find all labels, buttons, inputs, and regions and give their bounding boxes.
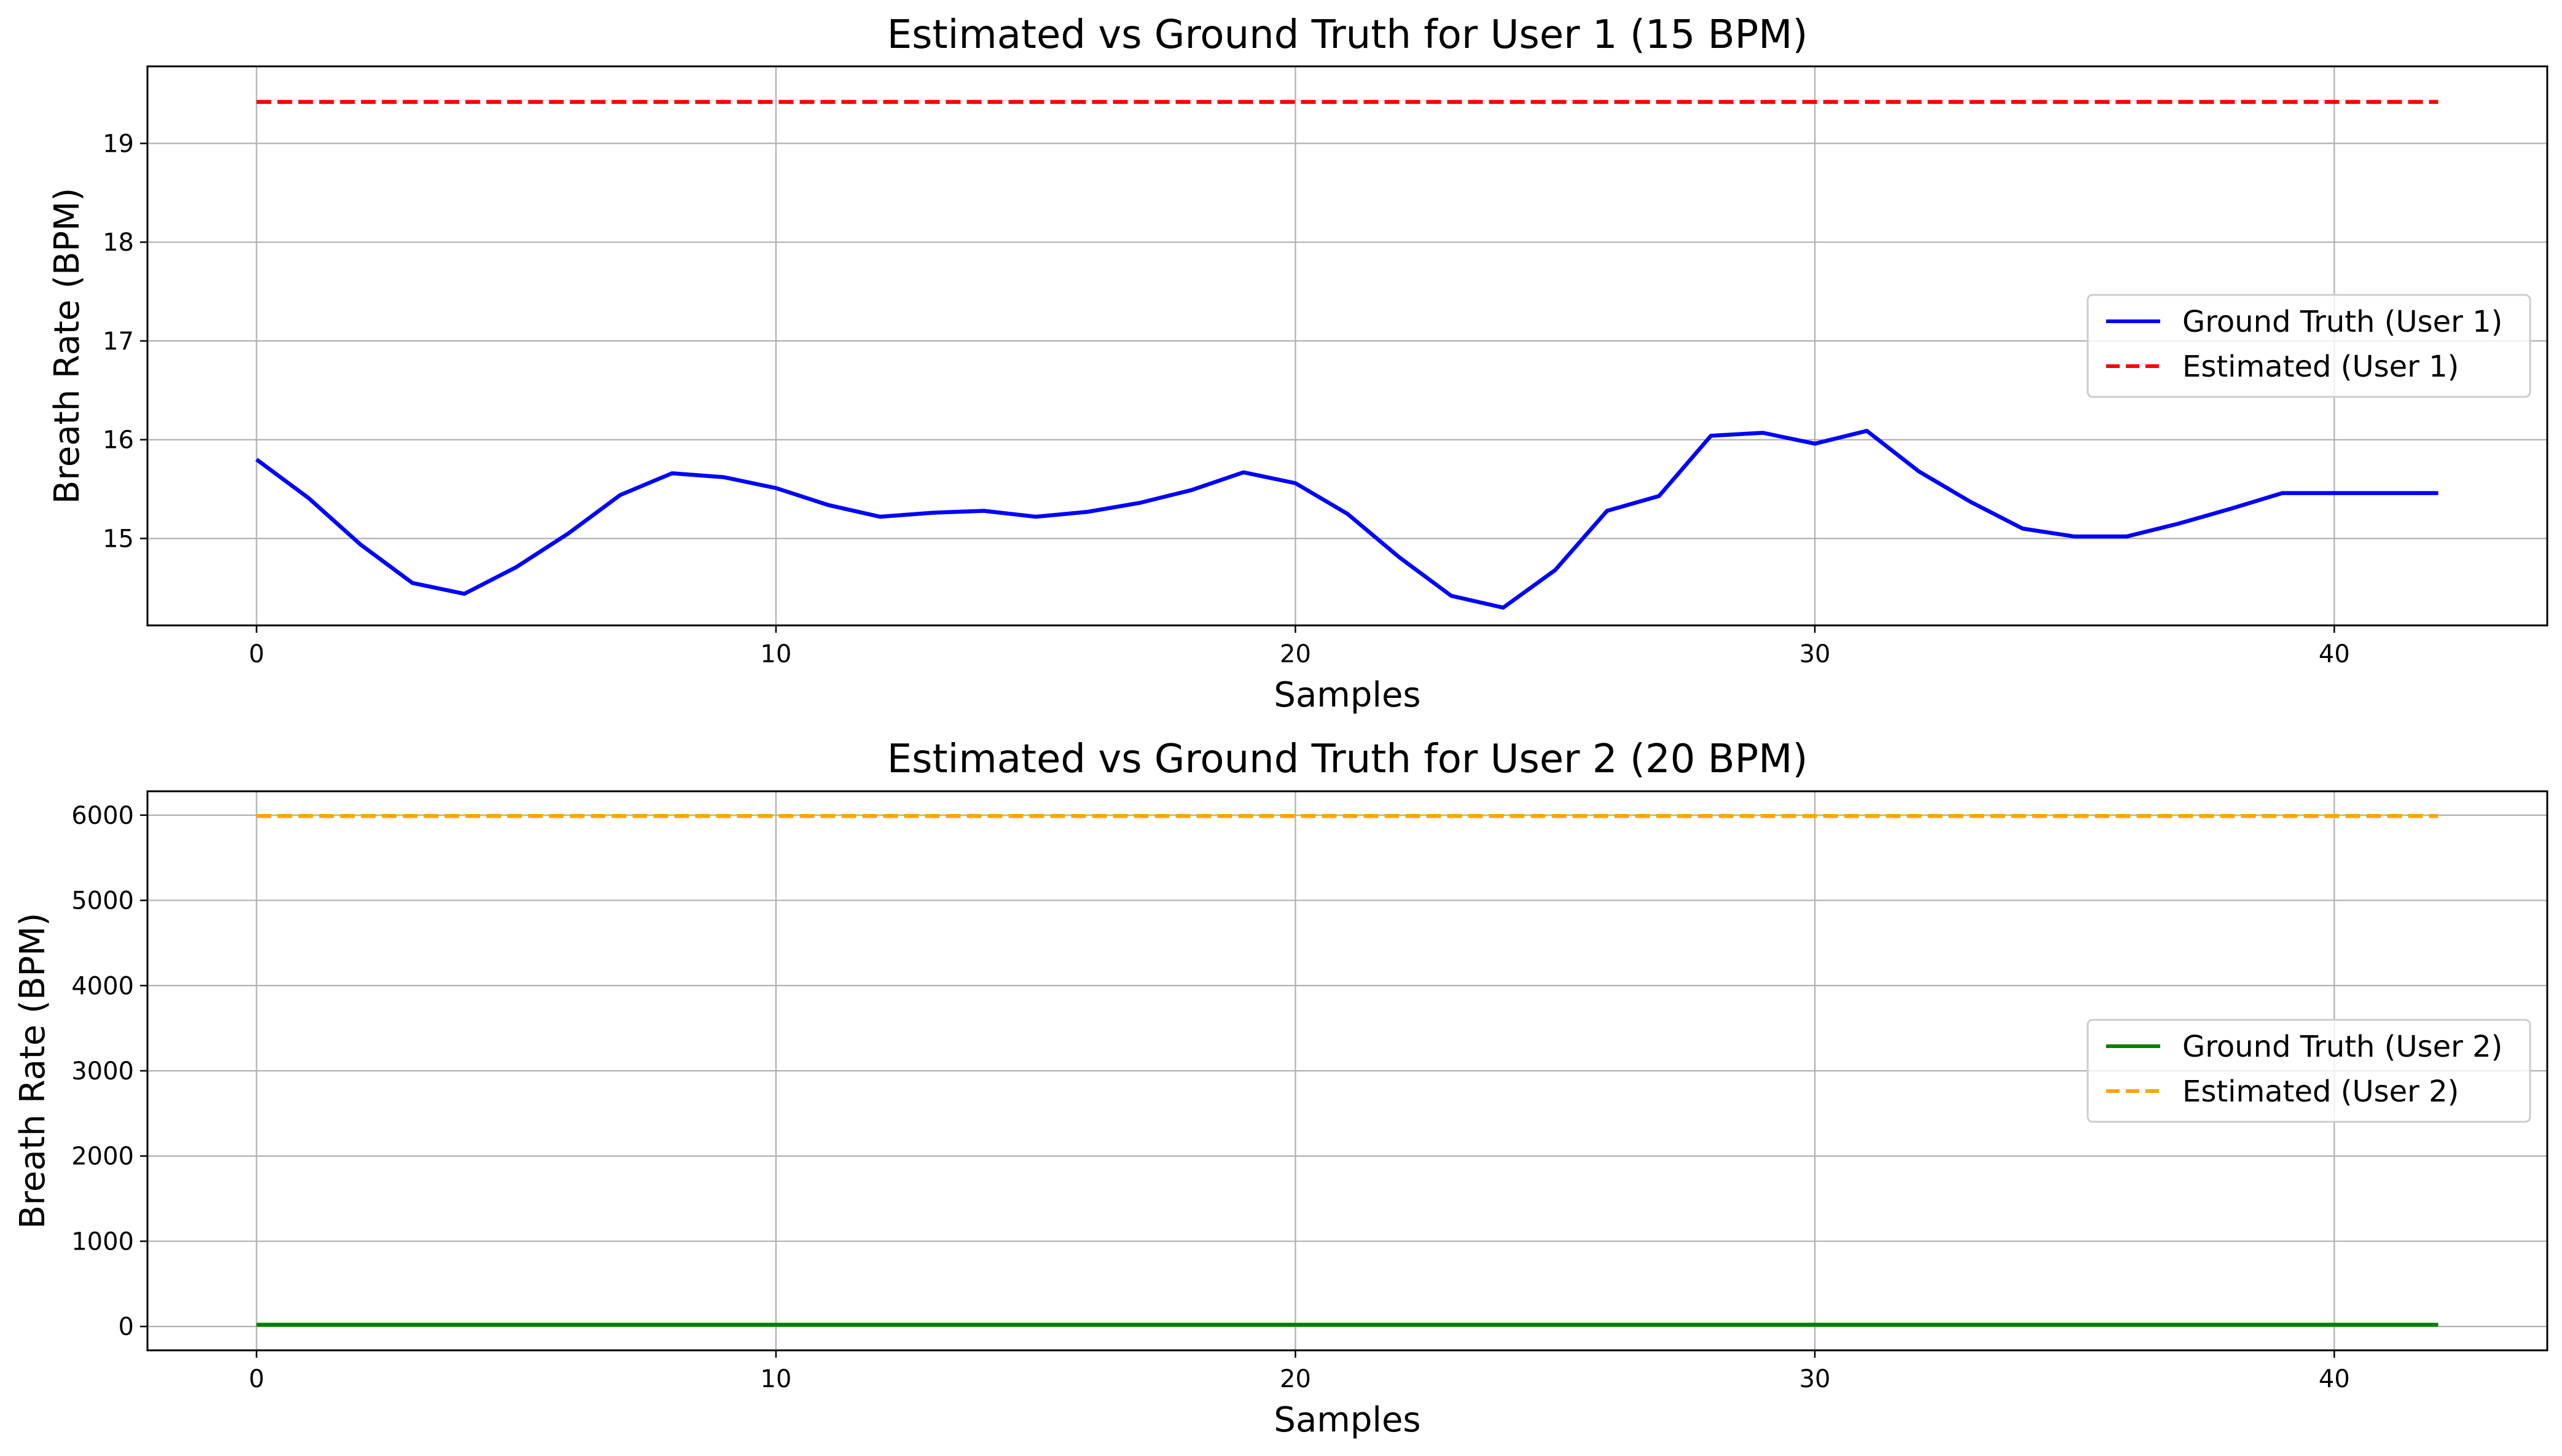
legend-box (2086, 294, 2531, 398)
legend: Ground Truth (User 1) Estimated (User 1) (2086, 294, 2531, 398)
y-tick-label: 15 (103, 525, 134, 554)
y-axis-label: Breath Rate (BPM) (47, 188, 87, 504)
y-tick-label: 6000 (71, 802, 134, 830)
x-axis-label: Samples (1274, 675, 1420, 715)
y-tick-label: 1000 (71, 1227, 134, 1256)
x-ticks: 0 10 20 30 40 (249, 1350, 2350, 1393)
legend-label-estimated: Estimated (User 2) (2182, 1074, 2459, 1109)
legend-label-ground-truth: Ground Truth (User 1) (2182, 305, 2502, 339)
subplot-user-2: Estimated vs Ground Truth for User 2 (20… (13, 737, 2548, 1440)
y-tick-label: 2000 (71, 1143, 134, 1171)
series-line-ground-truth (255, 429, 2439, 610)
x-tick-label: 40 (2319, 1365, 2350, 1393)
chart-title: Estimated vs Ground Truth for User 2 (20… (887, 737, 1808, 782)
y-tick-label: 18 (103, 229, 134, 257)
legend-box (2086, 1019, 2531, 1123)
x-tick-label: 10 (761, 640, 792, 668)
legend-label-estimated: Estimated (User 1) (2182, 350, 2459, 384)
y-axis-label: Breath Rate (BPM) (13, 913, 53, 1229)
subplot-user-1: Estimated vs Ground Truth for User 1 (15… (47, 12, 2548, 715)
y-ticks: 15 16 17 18 19 (103, 130, 147, 554)
x-axis-label: Samples (1274, 1400, 1420, 1440)
grid (147, 66, 2547, 625)
x-tick-label: 40 (2319, 640, 2350, 668)
x-tick-label: 0 (249, 640, 264, 668)
x-tick-label: 0 (249, 1365, 264, 1393)
y-tick-label: 4000 (71, 972, 134, 1000)
legend: Ground Truth (User 2) Estimated (User 2) (2086, 1019, 2531, 1123)
series-lines (255, 100, 2439, 610)
y-tick-label: 17 (103, 327, 134, 356)
y-ticks: 0 1000 2000 3000 4000 5000 6000 (71, 802, 147, 1341)
x-tick-label: 20 (1280, 1365, 1311, 1393)
legend-label-ground-truth: Ground Truth (User 2) (2182, 1030, 2502, 1064)
x-ticks: 0 10 20 30 40 (249, 625, 2350, 668)
y-tick-label: 3000 (71, 1057, 134, 1086)
x-tick-label: 30 (1799, 640, 1830, 668)
x-tick-label: 10 (761, 1365, 792, 1393)
y-tick-label: 0 (119, 1313, 134, 1341)
series-lines (256, 813, 2439, 1327)
x-tick-label: 20 (1280, 640, 1311, 668)
y-tick-label: 5000 (71, 887, 134, 915)
y-tick-label: 16 (103, 426, 134, 455)
x-tick-label: 30 (1799, 1365, 1830, 1393)
plot-frame (146, 65, 2548, 627)
chart-title: Estimated vs Ground Truth for User 1 (15… (887, 12, 1808, 58)
y-tick-label: 19 (103, 130, 134, 158)
